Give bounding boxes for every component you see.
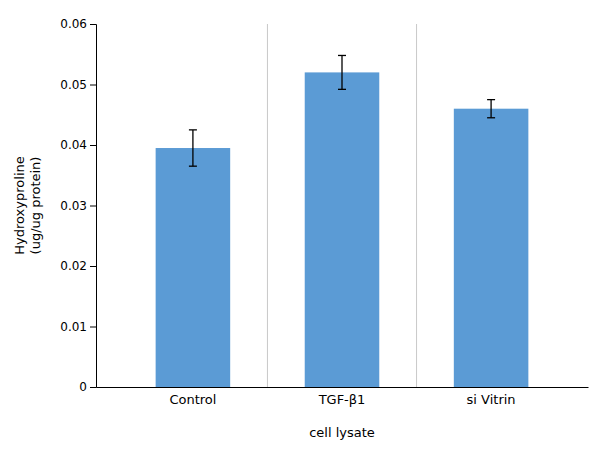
x-tick-label: Control (169, 392, 216, 407)
y-axis: 0 0.01 0.02 0.03 0.04 0.05 0.06 (60, 17, 96, 394)
error-line (192, 130, 193, 166)
separator (416, 24, 417, 387)
error-cap (338, 55, 346, 56)
bar (454, 109, 529, 387)
error-cap (189, 166, 197, 167)
y-tick-mark (90, 266, 96, 267)
x-tick: Control (169, 392, 216, 407)
y-tick: 0 (79, 380, 96, 394)
y-axis-title: Hydroxyproline(ug/ug protein) (12, 156, 43, 254)
y-tick-mark (90, 85, 96, 86)
error-cap (338, 89, 346, 90)
plot: 0 0.01 0.02 0.03 0.04 0.05 0.06 Control TGF-β1 si… (60, 17, 588, 407)
y-tick-label: 0.05 (60, 78, 87, 92)
y-tick-label: 0.04 (60, 138, 87, 152)
y-tick-mark (90, 327, 96, 328)
x-tick-label: si Vitrin (467, 392, 516, 407)
error-bar (487, 100, 495, 118)
x-axis-title: cell lysate (309, 425, 375, 440)
error-line (341, 55, 342, 89)
error-cap (487, 117, 495, 118)
marks (156, 55, 529, 387)
y-tick: 0.05 (60, 78, 96, 92)
y-tick-mark (90, 206, 96, 207)
x-tick: TGF-β1 (318, 392, 366, 407)
y-tick-label: 0.01 (60, 320, 87, 334)
y-tick-label: 0 (79, 380, 87, 394)
error-cap (487, 99, 495, 100)
separators (267, 24, 416, 387)
y-tick: 0.03 (60, 199, 96, 213)
x-axis: Control TGF-β1 si Vitrin (97, 388, 589, 408)
bar (305, 72, 380, 387)
error-line (490, 100, 491, 118)
error-bar (338, 55, 346, 89)
y-tick: 0.04 (60, 138, 96, 152)
y-tick: 0.02 (60, 259, 96, 273)
y-tick: 0.01 (60, 320, 96, 334)
y-tick-label: 0.06 (60, 17, 87, 31)
y-tick-mark (90, 145, 96, 146)
y-axis-line (90, 25, 97, 388)
y-tick-label: 0.03 (60, 199, 87, 213)
x-tick: si Vitrin (467, 392, 516, 407)
x-tick-label: TGF-β1 (318, 392, 366, 407)
bar (156, 148, 231, 387)
x-axis-line (97, 387, 589, 388)
y-tick-mark (90, 24, 96, 25)
y-tick: 0.06 (60, 17, 96, 31)
y-tick-label: 0.02 (60, 259, 87, 273)
y-tick-mark (90, 387, 96, 388)
chart: 0 0.01 0.02 0.03 0.04 0.05 0.06 Control TGF-β1 si… (0, 0, 612, 451)
separator (267, 24, 268, 387)
error-bar (189, 130, 197, 166)
error-cap (189, 129, 197, 130)
